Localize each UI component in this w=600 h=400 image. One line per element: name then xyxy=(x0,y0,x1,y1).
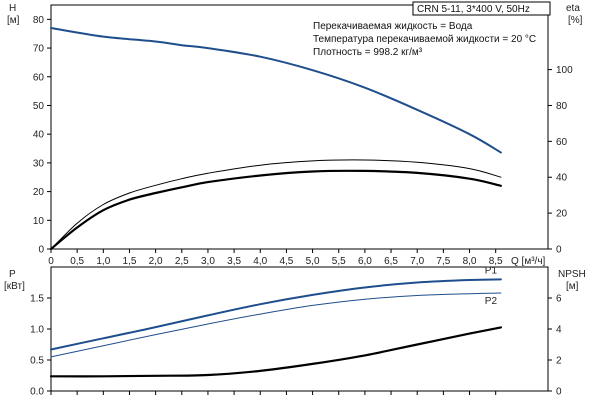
left-tick-label: 70 xyxy=(33,44,45,55)
top-left-axis-label: H xyxy=(9,3,16,14)
x-tick-label: 1,0 xyxy=(96,256,110,267)
left-tick-label: 1.5 xyxy=(30,294,44,305)
x-tick-label: 0,5 xyxy=(70,256,84,267)
top-right-axis-label: eta xyxy=(566,3,580,14)
right-tick-label: 0 xyxy=(556,245,562,256)
bottom-left-axis-unit: [кВт] xyxy=(4,281,25,292)
x-tick-label: 0 xyxy=(48,256,54,267)
series-label: P2 xyxy=(485,296,498,307)
info-line-1: Перекачиваемая жидкость = Вода xyxy=(313,21,473,32)
left-tick-label: 50 xyxy=(33,101,45,112)
left-tick-label: 40 xyxy=(33,130,45,141)
info-line-3: Плотность = 998.2 кг/м³ xyxy=(313,47,423,58)
right-tick-label: 0 xyxy=(556,387,562,398)
series-line-0-1 xyxy=(50,159,502,250)
x-axis-unit: Q [м³/ч] xyxy=(511,256,546,267)
left-tick-label: 0.0 xyxy=(30,387,44,398)
top-right-axis-unit: [%] xyxy=(568,15,583,26)
right-tick-label: 2 xyxy=(556,356,562,367)
right-tick-label: 4 xyxy=(556,325,562,336)
top-left-axis-unit: [м] xyxy=(7,15,20,26)
x-tick-label: 2,0 xyxy=(149,256,163,267)
right-tick-label: 20 xyxy=(556,209,568,220)
x-tick-label: 4,5 xyxy=(279,256,293,267)
x-tick-label: 6,0 xyxy=(358,256,372,267)
left-tick-label: 60 xyxy=(33,72,45,83)
left-tick-label: 80 xyxy=(33,15,45,26)
left-tick-label: 10 xyxy=(33,216,45,227)
info-line-2: Температура перекачиваемой жидкости = 20… xyxy=(313,34,536,45)
x-tick-label: 1,5 xyxy=(123,256,137,267)
series-label: P1 xyxy=(485,265,498,276)
x-tick-label: 2,5 xyxy=(175,256,189,267)
right-tick-label: 60 xyxy=(556,137,568,148)
bottom-left-axis-label: P xyxy=(9,269,16,280)
top-plot-frame xyxy=(50,4,549,250)
x-tick-label: 5,5 xyxy=(332,256,346,267)
left-tick-label: 20 xyxy=(33,187,45,198)
left-tick-label: 1.0 xyxy=(30,325,44,336)
x-tick-label: 6,5 xyxy=(384,256,398,267)
right-tick-label: 40 xyxy=(556,173,568,184)
x-tick-label: 5,0 xyxy=(306,256,320,267)
series-line-0-2 xyxy=(49,169,502,251)
left-tick-label: 0 xyxy=(38,245,44,256)
bottom-right-axis-unit: [м] xyxy=(566,281,579,292)
series-line-1-1 xyxy=(50,292,502,358)
x-tick-label: 7,0 xyxy=(410,256,424,267)
x-tick-label: 3,5 xyxy=(227,256,241,267)
x-tick-label: 8,0 xyxy=(463,256,477,267)
right-tick-label: 100 xyxy=(556,65,573,76)
series-line-0-0 xyxy=(50,27,502,154)
left-tick-label: 30 xyxy=(33,158,45,169)
bottom-plot-frame xyxy=(50,266,549,392)
left-tick-label: 0.5 xyxy=(30,356,44,367)
series-line-1-0 xyxy=(50,278,502,351)
right-tick-label: 80 xyxy=(556,101,568,112)
x-tick-label: 4,0 xyxy=(253,256,267,267)
bottom-right-axis-label: NPSH xyxy=(558,269,586,280)
x-tick-label: 8,5 xyxy=(489,256,503,267)
model-box xyxy=(412,1,551,16)
series-line-1-2 xyxy=(49,326,502,378)
x-tick-label: 3,0 xyxy=(201,256,215,267)
model-label: CRN 5-11, 3*400 V, 50Hz xyxy=(417,4,530,15)
x-tick-label: 7,5 xyxy=(436,256,450,267)
right-tick-label: 6 xyxy=(556,294,562,305)
